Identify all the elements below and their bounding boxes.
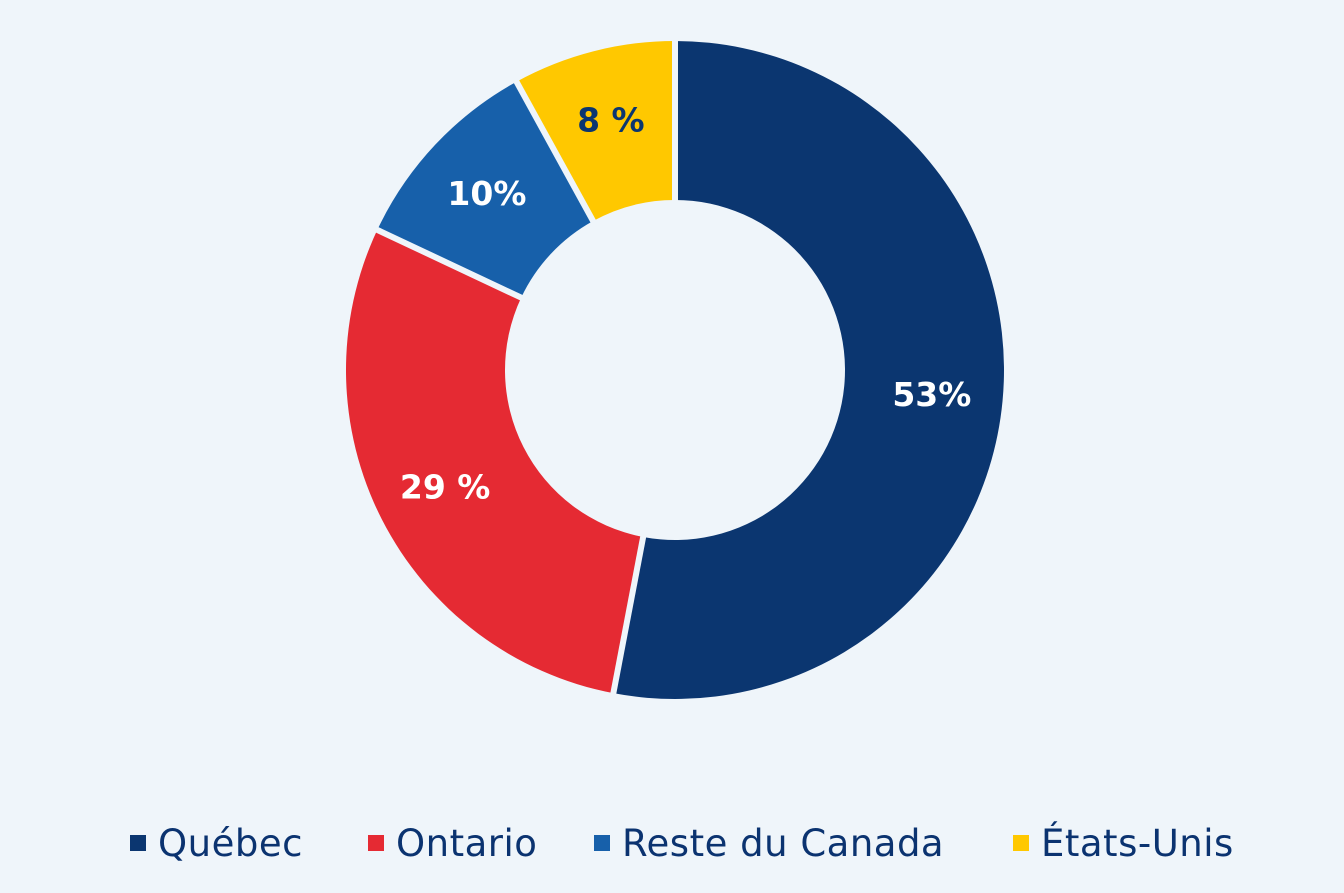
legend-swatch-reste-du-canada: [594, 835, 610, 851]
legend-item-quebec: Québec: [130, 818, 303, 868]
legend-swatch-ontario: [368, 835, 384, 851]
donut-svg: 53% 29 % 10% 8 %: [346, 39, 1004, 699]
slice-reste-du-canada: [377, 81, 594, 298]
chart-legend: Québec Ontario Reste du Canada États-Uni…: [0, 818, 1344, 868]
slice-separator: [512, 78, 597, 225]
legend-item-ontario: Ontario: [368, 818, 537, 868]
data-label-etats-unis: 8 %: [577, 101, 645, 140]
slice-ontario: [346, 229, 644, 694]
legend-swatch-etats-unis: [1013, 835, 1029, 851]
legend-label-etats-unis: États-Unis: [1041, 821, 1234, 865]
legend-label-reste-du-canada: Reste du Canada: [622, 821, 945, 865]
legend-label-quebec: Québec: [158, 821, 303, 865]
data-label-quebec: 53%: [892, 375, 971, 414]
legend-label-ontario: Ontario: [396, 821, 538, 865]
legend-item-etats-unis: États-Unis: [1013, 818, 1234, 868]
slice-etats-unis: [516, 41, 675, 222]
slice-quebec: [613, 41, 1004, 699]
data-label-reste-du-canada: 10%: [447, 174, 526, 213]
legend-item-reste-du-canada: Reste du Canada: [594, 818, 944, 868]
data-label-ontario: 29 %: [400, 468, 490, 507]
slice-separator: [374, 226, 525, 302]
slice-separator: [610, 534, 647, 696]
legend-swatch-quebec: [130, 835, 146, 851]
